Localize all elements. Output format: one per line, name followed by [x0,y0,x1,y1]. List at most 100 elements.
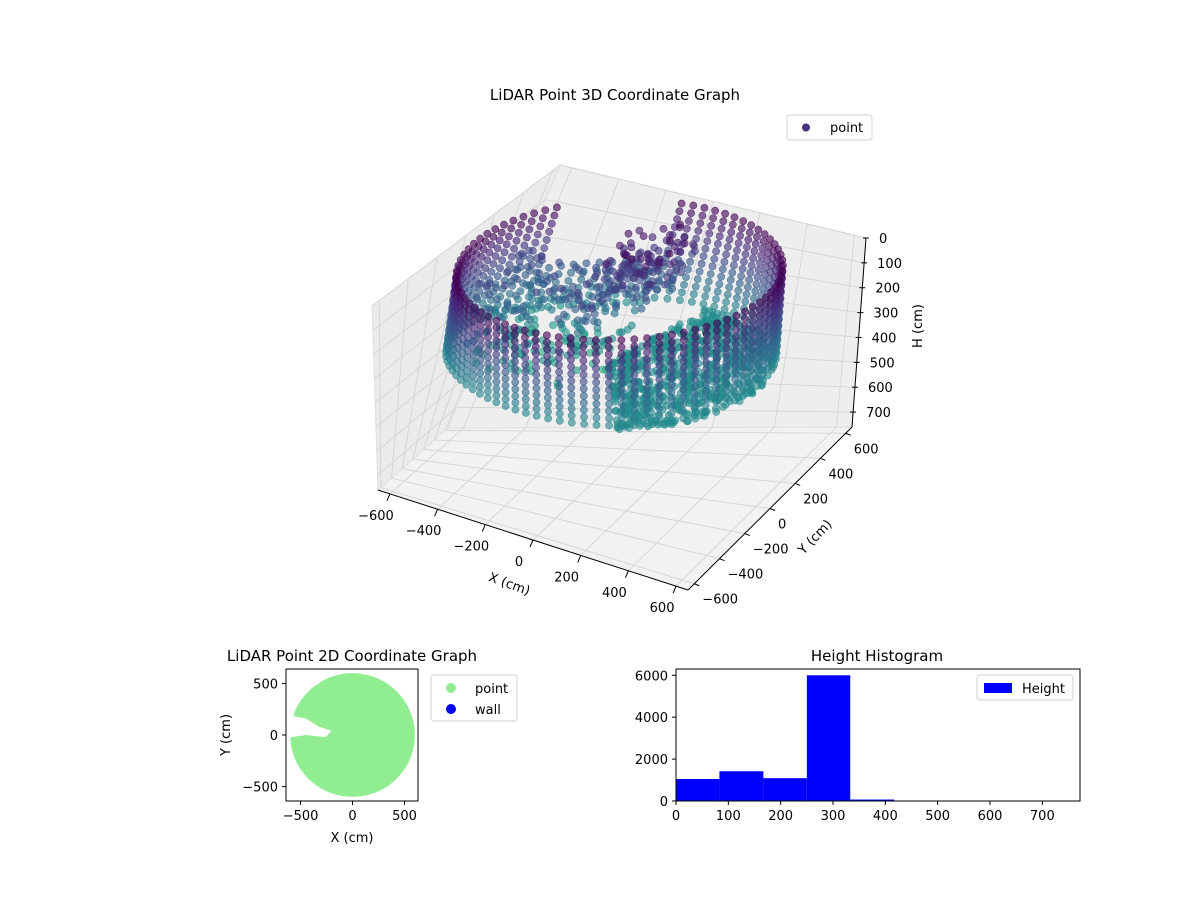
point [604,364,613,373]
point [734,239,743,248]
point [746,268,755,277]
point [717,224,726,233]
point [679,371,688,380]
point [712,295,720,303]
point [501,361,510,369]
point [655,390,664,398]
point [520,326,529,335]
point [702,322,711,331]
point [712,369,721,378]
point [635,226,644,235]
point [526,301,535,310]
grid-y-floor [391,477,720,560]
point [730,396,739,405]
point [492,371,501,379]
point [476,369,485,378]
point [532,288,541,297]
legend-swatch-height [984,683,1012,693]
point [469,378,477,387]
point [630,342,639,351]
point [507,224,516,233]
point [723,290,732,299]
point [531,321,539,330]
point [667,416,676,425]
point [579,363,588,372]
y-tick-label: −400 [728,568,764,583]
point [617,378,626,387]
point [712,347,721,356]
point [675,207,684,216]
x-tick-label: 0 [515,555,523,570]
x-tick-label: 0 [348,809,356,824]
point [579,335,588,344]
point [511,364,519,373]
grid-z-left [371,164,561,307]
x-tick-label: 200 [768,809,793,824]
point [701,408,710,417]
histogram-bar [719,771,764,801]
point [639,232,648,240]
point [711,206,719,215]
point [661,280,669,289]
point [723,243,732,251]
point [667,352,676,361]
point [509,216,518,225]
point [740,314,749,323]
point [543,331,551,340]
point [484,319,493,328]
point [560,310,568,319]
point [531,238,540,247]
point [612,285,621,294]
point [676,220,685,229]
point [723,322,731,331]
point [501,347,510,356]
point [679,357,688,365]
point [545,287,554,296]
point [483,256,492,265]
point [691,332,700,341]
point [723,329,731,338]
point [483,281,491,290]
y-tick-label: 400 [828,467,853,482]
point [492,295,501,304]
point [617,336,626,344]
point [740,349,748,358]
point [630,356,639,365]
point [667,337,676,346]
point [492,316,501,325]
point [492,350,501,359]
point [667,395,676,404]
x-tick-label: 600 [978,809,1003,824]
point [757,251,765,260]
point [701,401,710,410]
legend-box [976,674,1074,701]
point [492,398,501,407]
point [740,257,748,266]
point [592,392,601,401]
point [523,233,531,242]
point [511,371,519,380]
point [754,225,763,234]
chart-2d-points [286,669,415,797]
histogram-legend: Height [976,674,1074,701]
point [536,222,545,231]
grid-z-left [377,406,458,476]
point [755,319,763,328]
point [712,397,720,406]
point [739,356,748,365]
point [543,352,552,360]
point [705,229,714,238]
point [526,254,535,263]
point [567,376,576,385]
point [722,379,730,388]
point [567,348,575,357]
point [592,343,600,352]
point [510,306,519,315]
histogram-bars [676,675,895,801]
point [617,357,626,366]
point [501,333,510,342]
point [476,383,484,391]
point [605,385,613,394]
point [532,363,540,372]
point [481,264,490,272]
